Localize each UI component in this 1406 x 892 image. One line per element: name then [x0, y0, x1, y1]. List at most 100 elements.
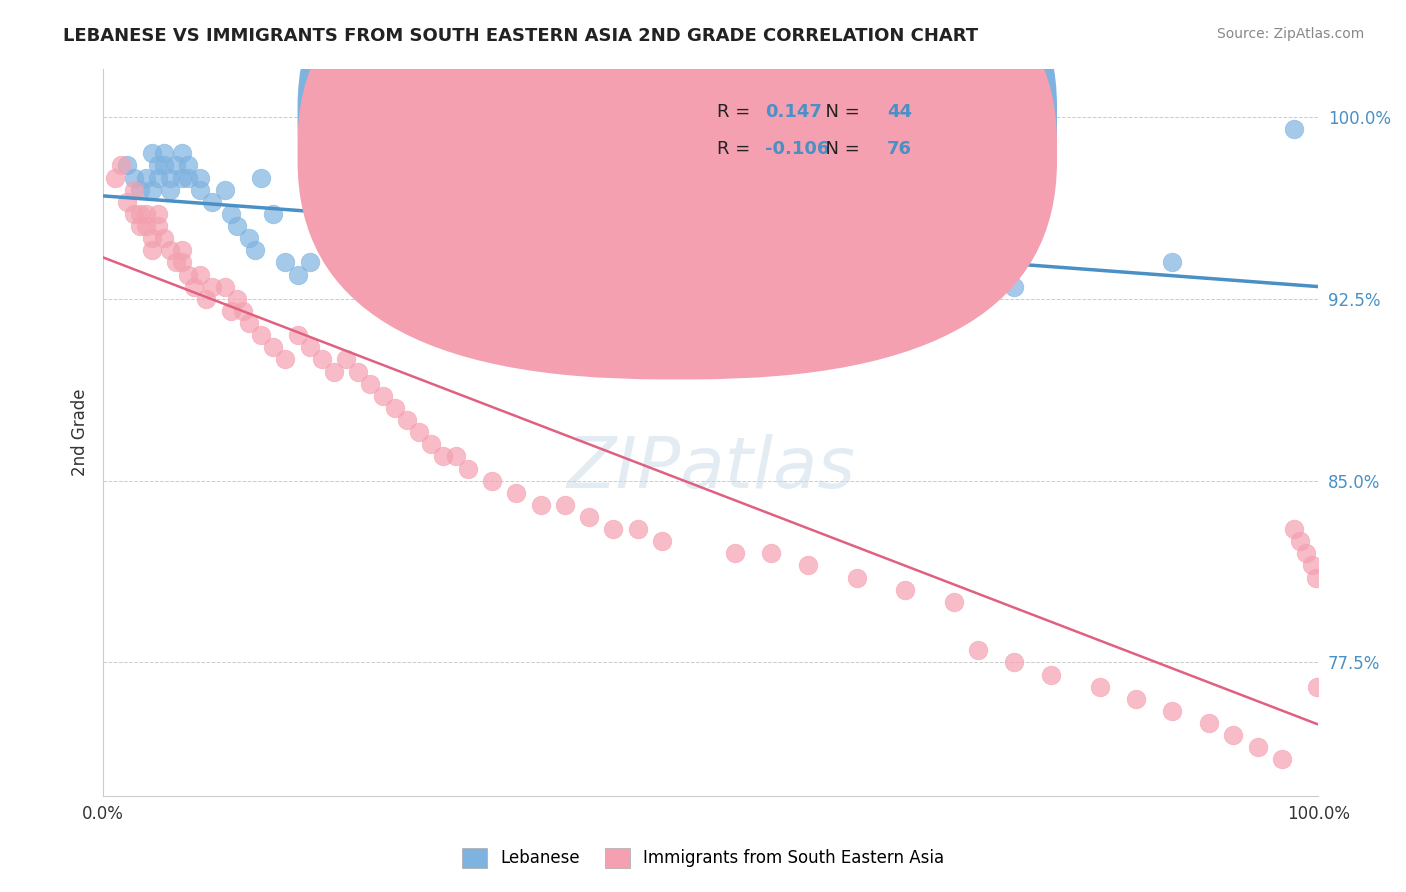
- Point: [141, 244, 163, 258]
- Point: [128, 219, 150, 233]
- Point: [214, 279, 236, 293]
- Text: N =: N =: [814, 139, 866, 158]
- Point: [335, 352, 357, 367]
- Point: [298, 340, 321, 354]
- Point: [894, 582, 917, 597]
- Point: [274, 255, 297, 269]
- Point: [165, 159, 187, 173]
- Text: 0.147: 0.147: [765, 103, 823, 121]
- Point: [1198, 716, 1220, 731]
- Point: [172, 244, 194, 258]
- Point: [432, 450, 454, 464]
- Point: [1246, 740, 1268, 755]
- Point: [1125, 691, 1147, 706]
- Text: ZIPatlas: ZIPatlas: [567, 434, 855, 503]
- Point: [141, 146, 163, 161]
- Point: [219, 304, 242, 318]
- Point: [1282, 522, 1305, 536]
- Point: [225, 292, 247, 306]
- Point: [135, 219, 157, 233]
- Point: [250, 170, 273, 185]
- FancyBboxPatch shape: [626, 83, 966, 192]
- Text: 44: 44: [887, 103, 912, 121]
- Point: [517, 279, 540, 293]
- Point: [1282, 122, 1305, 136]
- Text: R =: R =: [717, 139, 756, 158]
- Point: [1039, 667, 1062, 681]
- Point: [371, 389, 394, 403]
- Point: [177, 159, 200, 173]
- Point: [1271, 752, 1294, 766]
- Point: [724, 546, 747, 560]
- Point: [195, 292, 218, 306]
- Point: [188, 183, 211, 197]
- Point: [395, 279, 418, 293]
- Point: [165, 255, 187, 269]
- Point: [529, 498, 551, 512]
- Point: [117, 194, 139, 209]
- Point: [117, 159, 139, 173]
- Point: [1222, 728, 1244, 742]
- Point: [159, 183, 181, 197]
- Text: 76: 76: [887, 139, 912, 158]
- FancyBboxPatch shape: [298, 0, 1057, 343]
- Point: [627, 522, 650, 536]
- Point: [104, 170, 127, 185]
- Point: [481, 474, 503, 488]
- Point: [287, 328, 309, 343]
- Y-axis label: 2nd Grade: 2nd Grade: [72, 388, 89, 476]
- Point: [1301, 558, 1323, 573]
- Point: [761, 268, 783, 282]
- Point: [384, 401, 406, 415]
- Text: R =: R =: [717, 103, 756, 121]
- Point: [602, 522, 624, 536]
- Point: [177, 268, 200, 282]
- Point: [122, 207, 145, 221]
- Point: [201, 279, 224, 293]
- Point: [243, 244, 266, 258]
- Point: [225, 219, 247, 233]
- Point: [183, 279, 205, 293]
- Point: [761, 546, 783, 560]
- Point: [967, 643, 990, 657]
- Point: [845, 571, 868, 585]
- Point: [942, 595, 965, 609]
- Text: -0.106: -0.106: [765, 139, 830, 158]
- Point: [135, 170, 157, 185]
- Point: [250, 328, 273, 343]
- Point: [172, 146, 194, 161]
- Point: [298, 255, 321, 269]
- Point: [323, 244, 346, 258]
- Point: [420, 437, 443, 451]
- Point: [122, 183, 145, 197]
- Point: [262, 340, 284, 354]
- Point: [201, 194, 224, 209]
- Point: [323, 365, 346, 379]
- Point: [359, 376, 381, 391]
- Point: [882, 244, 904, 258]
- Point: [153, 231, 176, 245]
- Point: [110, 159, 132, 173]
- Point: [146, 159, 169, 173]
- Point: [141, 183, 163, 197]
- Point: [1004, 279, 1026, 293]
- Point: [1295, 546, 1317, 560]
- Point: [159, 244, 181, 258]
- Point: [122, 170, 145, 185]
- Point: [146, 207, 169, 221]
- Point: [347, 365, 370, 379]
- Point: [219, 207, 242, 221]
- Point: [554, 292, 576, 306]
- Point: [159, 170, 181, 185]
- Point: [444, 450, 467, 464]
- Point: [188, 170, 211, 185]
- Point: [554, 498, 576, 512]
- Point: [135, 207, 157, 221]
- FancyBboxPatch shape: [298, 0, 1057, 379]
- Point: [172, 170, 194, 185]
- Point: [468, 304, 491, 318]
- Point: [797, 558, 820, 573]
- Point: [1289, 534, 1312, 549]
- Point: [262, 207, 284, 221]
- Point: [408, 425, 430, 439]
